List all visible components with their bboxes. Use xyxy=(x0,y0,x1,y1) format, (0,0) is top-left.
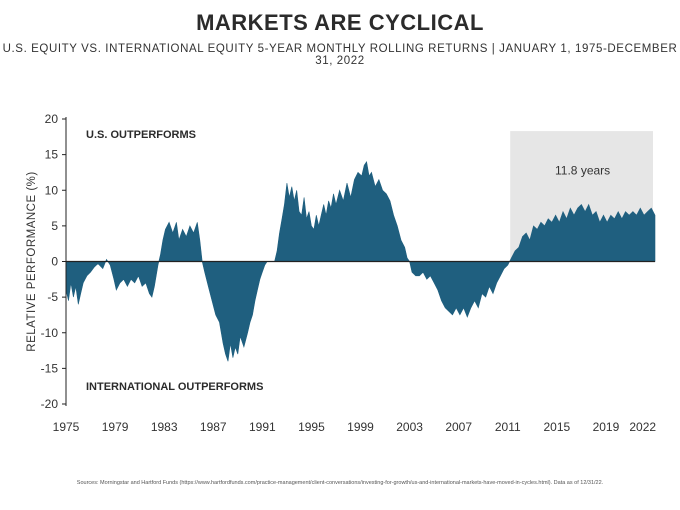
x-tick-label: 1983 xyxy=(151,420,178,434)
y-tick-label: 10 xyxy=(45,183,59,197)
intl-outperforms-annotation: INTERNATIONAL OUTPERFORMS xyxy=(86,381,263,393)
x-tick-label: 1987 xyxy=(200,420,227,434)
y-tick-label: 20 xyxy=(45,112,59,126)
y-tick-label: 5 xyxy=(51,219,58,233)
x-tick-label: 1979 xyxy=(102,420,129,434)
us-outperforms-annotation: U.S. OUTPERFORMS xyxy=(86,129,196,141)
x-tick-label: 2011 xyxy=(495,420,521,434)
y-axis-label: RELATIVE PERFORMANCE (%) xyxy=(26,171,38,351)
y-tick-label: 0 xyxy=(51,255,58,269)
y-tick-label: -5 xyxy=(47,290,58,304)
y-tick-label: -20 xyxy=(41,397,59,411)
x-tick-label: 2022 xyxy=(629,420,656,434)
x-tick-label: 2019 xyxy=(593,420,620,434)
x-tick-label: 1995 xyxy=(298,420,325,434)
y-tick-label: -10 xyxy=(41,326,59,340)
chart-title: MARKETS ARE CYCLICAL xyxy=(196,10,484,35)
highlight-label: 11.8 years xyxy=(555,164,610,178)
area-series xyxy=(65,161,656,362)
y-tick-label: -15 xyxy=(41,361,59,375)
x-tick-label: 2003 xyxy=(396,420,423,434)
x-tick-label: 1975 xyxy=(53,420,80,434)
y-tick-label: 15 xyxy=(45,148,59,162)
x-tick-label: 1999 xyxy=(347,420,374,434)
x-tick-label: 2015 xyxy=(543,420,570,434)
x-tick-label: 2007 xyxy=(445,420,472,434)
chart-subtitle: U.S. EQUITY VS. INTERNATIONAL EQUITY 5-Y… xyxy=(2,43,678,67)
x-tick-label: 1991 xyxy=(249,420,276,434)
source-footnote: Sources: Morningstar and Hartford Funds … xyxy=(76,480,604,486)
